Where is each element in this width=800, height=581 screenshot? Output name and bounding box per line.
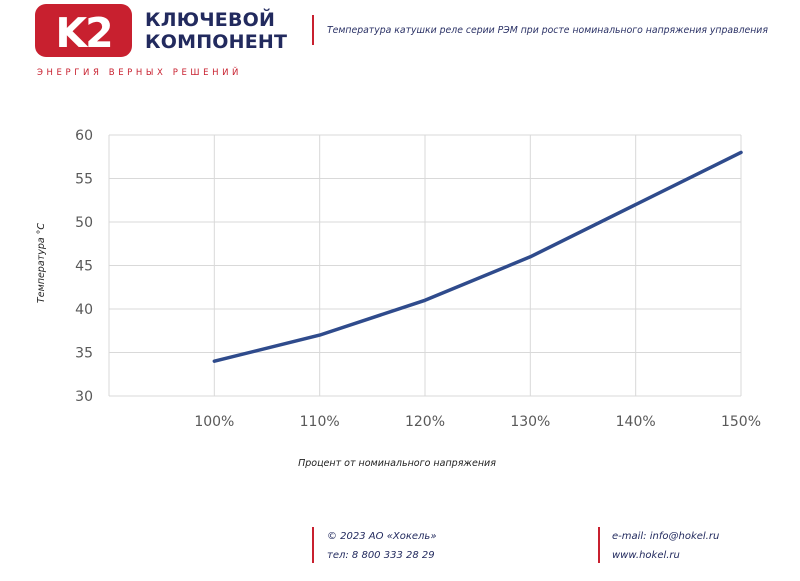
chart-grid: [108, 134, 742, 397]
series-line: [212, 150, 743, 363]
footer-contacts: © 2023 АО «Хокель» тел: 8 800 333 28 29: [327, 527, 437, 565]
y-tick-label: 60: [75, 128, 93, 144]
email-link[interactable]: e-mail: info@hokel.ru: [612, 531, 720, 542]
y-tick-label: 30: [75, 389, 93, 405]
series-lines: [212, 150, 743, 363]
y-tick-labels: 30 35 40 45 50 55 60: [75, 128, 93, 405]
website-link[interactable]: www.hokel.ru: [612, 550, 680, 561]
x-tick-label: 130%: [510, 414, 550, 430]
y-axis-title: Температура °С: [36, 223, 47, 303]
y-tick-label: 55: [75, 172, 93, 188]
y-tick-label: 40: [75, 302, 93, 318]
y-tick-label: 35: [75, 346, 93, 362]
x-tick-label: 100%: [194, 414, 234, 430]
logo-mark: K2: [55, 9, 111, 57]
y-tick-label: 45: [75, 259, 93, 275]
x-tick-label: 150%: [721, 414, 761, 430]
logo-badge: K2: [35, 4, 132, 57]
brand-line-1: КЛЮЧЕВОЙ: [145, 9, 276, 31]
brand-name: КЛЮЧЕВОЙ КОМПОНЕНТ: [145, 9, 287, 53]
brand-line-2: КОМПОНЕНТ: [145, 31, 288, 53]
x-axis-title: Процент от номинального напряжения: [298, 458, 496, 469]
x-tick-labels: 100% 110% 120% 130% 140% 150%: [194, 414, 761, 430]
y-tick-label: 50: [75, 215, 93, 231]
header-divider: [312, 15, 314, 45]
x-tick-label: 140%: [616, 414, 656, 430]
x-tick-label: 110%: [300, 414, 340, 430]
footer-web: e-mail: info@hokel.ru www.hokel.ru: [612, 527, 719, 565]
page-title: Температура катушки реле серии РЭМ при р…: [327, 25, 768, 36]
phone-text: тел: 8 800 333 28 29: [327, 550, 435, 561]
footer-divider-right: [598, 527, 600, 563]
x-tick-label: 120%: [405, 414, 445, 430]
copyright-text: © 2023 АО «Хокель»: [327, 531, 437, 542]
footer-divider-left: [312, 527, 314, 563]
tagline: ЭНЕРГИЯ ВЕРНЫХ РЕШЕНИЙ: [37, 68, 242, 78]
